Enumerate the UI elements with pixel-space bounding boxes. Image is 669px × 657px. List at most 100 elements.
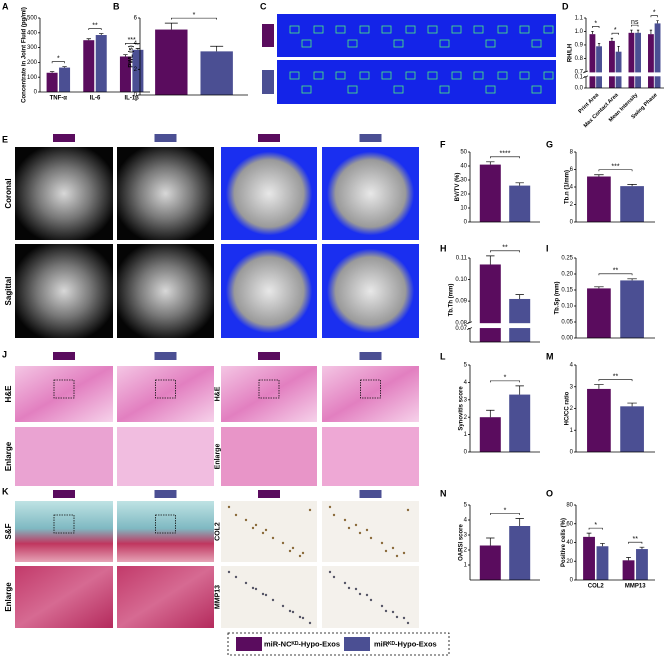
cell bbox=[347, 526, 351, 530]
cell bbox=[281, 604, 285, 608]
image bbox=[322, 147, 419, 240]
x-tick-label: MMP13 bbox=[625, 584, 646, 590]
y-tick-label: 0 bbox=[570, 450, 574, 456]
cell bbox=[343, 581, 347, 585]
error-bar bbox=[86, 38, 91, 41]
footprint bbox=[439, 39, 450, 48]
image bbox=[117, 366, 214, 422]
bar bbox=[589, 34, 596, 88]
cell bbox=[365, 593, 369, 597]
y-tick-label: 2 bbox=[134, 67, 138, 73]
zoom-box bbox=[155, 379, 176, 399]
error-bar bbox=[164, 22, 178, 30]
image bbox=[322, 501, 419, 562]
cell bbox=[227, 505, 231, 509]
cell bbox=[308, 621, 312, 625]
significance-label: * bbox=[504, 375, 507, 382]
cell bbox=[365, 528, 369, 532]
panel-letter: E bbox=[2, 134, 8, 144]
bar bbox=[628, 32, 635, 88]
y-tick-label: 4 bbox=[134, 41, 138, 47]
significance-bracket bbox=[598, 169, 633, 172]
cell bbox=[254, 523, 258, 527]
row-label: H&E bbox=[4, 385, 13, 403]
panel-letter: D bbox=[562, 1, 569, 11]
error-bar bbox=[627, 402, 637, 407]
gait-image bbox=[277, 14, 556, 57]
image bbox=[117, 147, 214, 240]
y-tick-label: 1 bbox=[464, 563, 468, 569]
cell bbox=[406, 508, 410, 512]
y-tick-label: 0.0 bbox=[575, 86, 584, 92]
bar bbox=[95, 35, 107, 92]
y-tick-label: 1.1 bbox=[575, 16, 584, 22]
cell bbox=[227, 570, 231, 574]
significance-bracket bbox=[592, 26, 600, 28]
bar bbox=[479, 545, 501, 580]
significance-label: ** bbox=[633, 536, 639, 543]
y-tick-label: 3 bbox=[464, 397, 468, 403]
error-bar bbox=[486, 255, 495, 265]
footprint bbox=[497, 71, 508, 80]
y-axis-label: HC/CC ratio bbox=[564, 391, 570, 425]
y-axis-label: Tb.Sp (mm) bbox=[554, 282, 560, 315]
bar bbox=[132, 49, 144, 92]
footprint bbox=[543, 25, 554, 34]
error-bar bbox=[656, 20, 659, 24]
image bbox=[117, 427, 214, 486]
cell bbox=[254, 587, 258, 591]
bar bbox=[596, 546, 609, 580]
bar bbox=[609, 40, 615, 88]
y-tick-label: 5 bbox=[464, 363, 468, 369]
image bbox=[117, 244, 214, 338]
image bbox=[117, 566, 214, 628]
group-swatch bbox=[262, 24, 274, 47]
cell bbox=[251, 526, 255, 530]
significance-label: * bbox=[653, 10, 656, 17]
error-bar bbox=[515, 294, 524, 299]
footprint bbox=[427, 71, 438, 80]
cell bbox=[332, 575, 336, 579]
y-tick-label: 40 bbox=[566, 540, 573, 546]
y-tick-label: 0.25 bbox=[561, 256, 573, 262]
error-bar bbox=[591, 31, 594, 35]
cell bbox=[391, 610, 395, 614]
error-bar bbox=[594, 174, 604, 177]
significance-bracket bbox=[490, 250, 520, 253]
panel-letter: B bbox=[113, 1, 120, 11]
y-tick-label: 0.20 bbox=[561, 272, 573, 278]
y-tick-label: 0 bbox=[570, 220, 574, 226]
y-tick-label: 20 bbox=[566, 559, 573, 565]
error-bar bbox=[617, 45, 620, 52]
footprint bbox=[451, 71, 462, 80]
y-axis-label: Synovitis score bbox=[458, 386, 464, 431]
significance-label: *** bbox=[128, 37, 136, 44]
footprint bbox=[519, 71, 530, 80]
zoom-box bbox=[53, 379, 75, 399]
footprint bbox=[347, 85, 358, 94]
footprint bbox=[485, 39, 496, 48]
panel-letter: I bbox=[546, 243, 549, 253]
error-bar bbox=[639, 546, 645, 550]
cell bbox=[264, 528, 268, 532]
cell bbox=[402, 551, 406, 555]
panel-letter: J bbox=[2, 349, 7, 359]
legend-frame bbox=[227, 632, 450, 656]
footprint bbox=[393, 39, 404, 48]
bar bbox=[620, 406, 644, 452]
y-tick-label: 0.15 bbox=[561, 288, 573, 294]
bar bbox=[622, 560, 635, 580]
footprint bbox=[473, 25, 484, 34]
cell bbox=[234, 575, 238, 579]
y-tick-label: 500 bbox=[27, 16, 38, 22]
group-swatch bbox=[154, 490, 177, 498]
footprint bbox=[347, 39, 358, 48]
x-tick-label: IL-1β bbox=[124, 96, 139, 102]
bar bbox=[620, 186, 644, 222]
image bbox=[221, 147, 317, 240]
significance-label: ** bbox=[613, 268, 619, 275]
y-tick-label: 50 bbox=[460, 150, 467, 156]
row-label: Coronal bbox=[4, 178, 13, 208]
break-mark bbox=[466, 321, 473, 330]
